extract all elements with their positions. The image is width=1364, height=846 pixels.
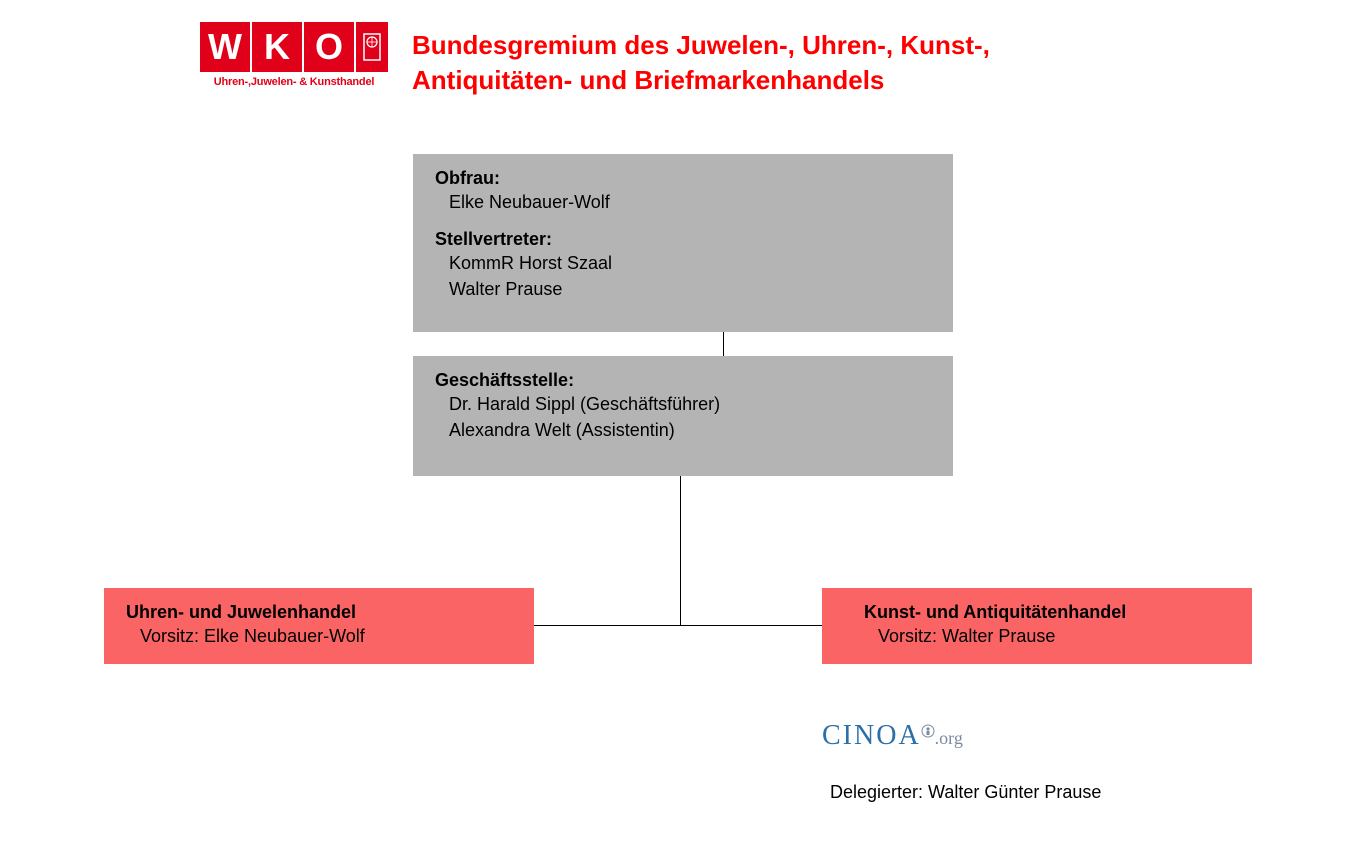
dept-left-chair: Vorsitz: Elke Neubauer-Wolf (126, 623, 512, 649)
geschaeftsstelle-label: Geschäftsstelle: (435, 370, 931, 391)
wko-logo: W K O Uhren-,Juwelen- & Kunsthandel (200, 22, 388, 88)
wko-letter-o: O (304, 22, 354, 72)
title-line-2: Antiquitäten- und Briefmarkenhandels (412, 63, 990, 98)
org-leadership-box: Obfrau: Elke Neubauer-Wolf Stellvertrete… (413, 154, 953, 332)
dept-right-title: Kunst- und Antiquitätenhandel (864, 602, 1230, 623)
stellvertreter-label: Stellvertreter: (435, 229, 931, 250)
obfrau-name: Elke Neubauer-Wolf (435, 189, 931, 215)
assistentin: Alexandra Welt (Assistentin) (435, 417, 931, 443)
title-line-1: Bundesgremium des Juwelen-, Uhren-, Kuns… (412, 28, 990, 63)
connector-horizontal (534, 625, 822, 626)
page-title: Bundesgremium des Juwelen-, Uhren-, Kuns… (412, 22, 990, 98)
cinoa-name: CINOA (822, 720, 921, 751)
wko-tagline: Uhren-,Juwelen- & Kunsthandel (214, 76, 374, 88)
cinoa-logo: CINOA .org (822, 720, 963, 752)
cinoa-delegate: Delegierter: Walter Günter Prause (830, 782, 1101, 803)
dept-uhren-juwelen: Uhren- und Juwelenhandel Vorsitz: Elke N… (104, 588, 534, 664)
connector-mid-down (680, 476, 681, 626)
wko-letter-k: K (252, 22, 302, 72)
connector-top-mid (723, 332, 724, 356)
wko-logo-boxes: W K O (200, 22, 388, 72)
dept-kunst-antiquitaeten: Kunst- und Antiquitätenhandel Vorsitz: W… (822, 588, 1252, 664)
stellvertreter-2: Walter Prause (435, 276, 931, 302)
wko-emblem-icon (356, 22, 388, 72)
cinoa-suffix: .org (935, 728, 963, 748)
org-office-box: Geschäftsstelle: Dr. Harald Sippl (Gesch… (413, 356, 953, 476)
geschaeftsfuehrer: Dr. Harald Sippl (Geschäftsführer) (435, 391, 931, 417)
cinoa-badge-icon (921, 724, 935, 743)
wko-letter-w: W (200, 22, 250, 72)
header: W K O Uhren-,Juwelen- & Kunsthandel Bund… (200, 22, 990, 98)
obfrau-label: Obfrau: (435, 168, 931, 189)
dept-left-title: Uhren- und Juwelenhandel (126, 602, 512, 623)
dept-right-chair: Vorsitz: Walter Prause (864, 623, 1230, 649)
stellvertreter-1: KommR Horst Szaal (435, 250, 931, 276)
